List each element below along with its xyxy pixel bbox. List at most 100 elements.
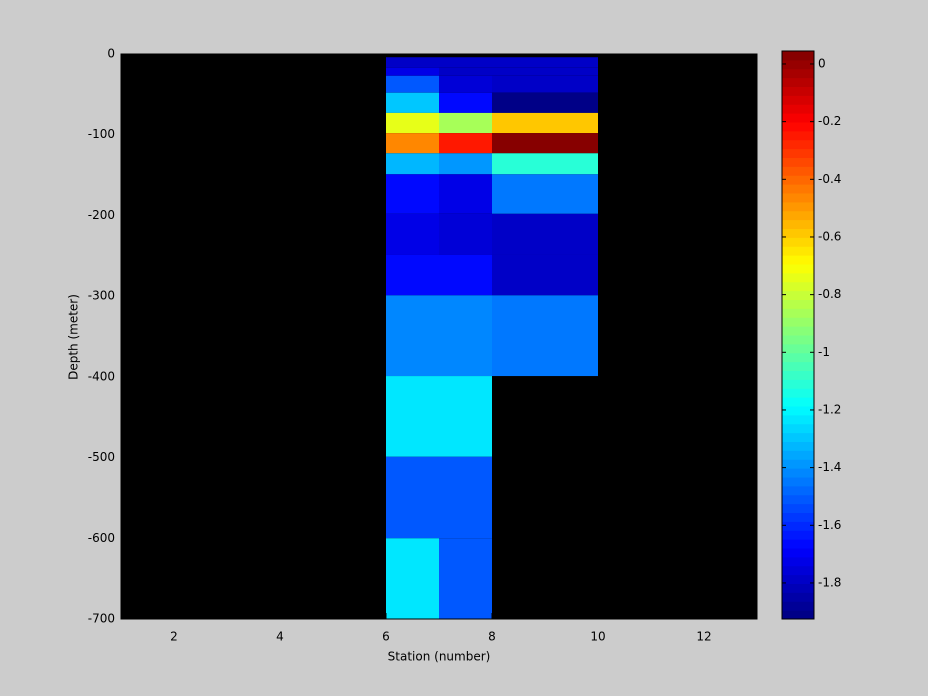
colorbar-level [782, 175, 814, 185]
y-tick-label: -100 [88, 127, 115, 141]
colorbar-level [782, 219, 814, 229]
cell [492, 254, 598, 296]
cell [386, 57, 439, 68]
cell [386, 538, 439, 619]
colorbar-level [782, 583, 814, 593]
colorbar-level [782, 610, 814, 620]
y-tick-label: -300 [88, 289, 115, 303]
colorbar-level [782, 246, 814, 256]
colorbar-level [782, 272, 814, 283]
colorbar-level [782, 548, 814, 558]
colorbar-tick-label: -0.2 [818, 114, 841, 128]
colorbar-level [782, 281, 814, 292]
colorbar-tick-label: -0.6 [818, 229, 841, 243]
x-tick-label: 4 [276, 630, 284, 644]
cell [439, 112, 492, 134]
cell [492, 112, 598, 134]
cell [439, 67, 492, 76]
colorbar-level [782, 414, 814, 425]
cell [439, 376, 492, 457]
colorbar-level [782, 343, 814, 354]
colorbar-level [782, 308, 814, 318]
cell [439, 174, 492, 214]
colorbar-level [782, 237, 814, 247]
colorbar-level [782, 166, 814, 176]
cell [492, 92, 598, 113]
colorbar-tick-label: -0.4 [818, 172, 841, 186]
y-tick-label: -400 [88, 369, 115, 383]
colorbar-level [782, 556, 814, 567]
y-tick-label: -600 [88, 531, 115, 545]
cell [386, 254, 439, 296]
cell [439, 295, 492, 377]
colorbar-level [782, 157, 814, 167]
colorbar-level [782, 184, 814, 194]
colorbar-level [782, 148, 814, 158]
colorbar-tick-label: -1.2 [818, 402, 841, 416]
cell [492, 213, 598, 255]
colorbar-level [782, 397, 814, 407]
plot-frame [120, 53, 758, 620]
x-tick-label: 2 [170, 630, 178, 644]
colorbar-level [782, 299, 814, 309]
colorbar-level [782, 130, 814, 141]
cell [386, 174, 439, 214]
colorbar-level [782, 264, 814, 274]
cell [386, 133, 439, 154]
cell [492, 133, 598, 154]
cell [439, 254, 492, 296]
colorbar-level [782, 59, 814, 70]
colorbar-level [782, 565, 814, 576]
colorbar-level [782, 441, 814, 451]
colorbar-level [782, 423, 814, 434]
colorbar-level [782, 539, 814, 549]
colorbar-level [782, 494, 814, 505]
colorbar-level [782, 201, 814, 212]
colorbar-level [782, 122, 814, 132]
x-tick-label: 8 [488, 630, 496, 644]
colorbar-level [782, 379, 814, 389]
cell [492, 153, 598, 175]
cell [386, 153, 439, 175]
y-tick-label: -700 [88, 612, 115, 626]
cell [439, 75, 492, 93]
y-tick-label: 0 [107, 47, 115, 61]
cell [492, 57, 598, 68]
colorbar-level [782, 317, 814, 327]
colorbar-tick-label: -1.4 [818, 460, 841, 474]
cell [386, 67, 439, 76]
y-tick-label: -500 [88, 450, 115, 464]
colorbar-level [782, 601, 814, 611]
colorbar-level [782, 521, 814, 531]
cell [386, 112, 439, 134]
cell [386, 92, 439, 113]
colorbar-level [782, 139, 814, 150]
colorbar-level [782, 468, 814, 478]
cell [439, 133, 492, 154]
cell [492, 174, 598, 214]
cell [386, 213, 439, 255]
colorbar-level [782, 95, 814, 105]
colorbar-level [782, 335, 814, 345]
cell [386, 376, 439, 457]
cell [439, 538, 492, 619]
colorbar-level [782, 512, 814, 522]
colorbar-level [782, 255, 814, 265]
colorbar-level [782, 530, 814, 540]
colorbar-level [782, 406, 814, 416]
cell [439, 153, 492, 175]
x-axis-label: Station (number) [388, 650, 491, 664]
x-tick-label: 10 [590, 630, 605, 644]
cell [386, 75, 439, 93]
colorbar-level [782, 388, 814, 398]
colorbar-level [782, 193, 814, 203]
colorbar-level [782, 432, 814, 442]
cell [439, 456, 492, 539]
cell [492, 67, 598, 76]
cell [386, 295, 439, 377]
colorbar-level [782, 104, 814, 114]
cell [492, 295, 598, 377]
colorbar-level [782, 210, 814, 221]
colorbar-level [782, 113, 814, 123]
